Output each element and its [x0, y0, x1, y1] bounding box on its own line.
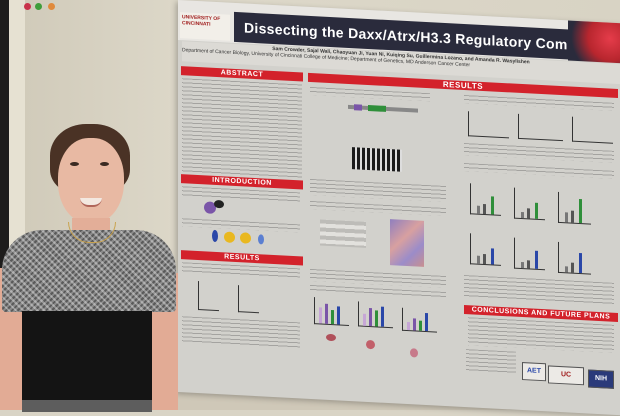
intro-cell-blue-2 — [258, 234, 264, 245]
pants — [22, 400, 152, 412]
logo-uc: UC — [548, 365, 584, 386]
fig-heatmap — [390, 219, 424, 267]
bar — [381, 306, 384, 327]
bar — [535, 202, 538, 219]
bar — [571, 262, 574, 273]
door-edge — [0, 0, 9, 410]
references-text — [466, 349, 516, 374]
university-logo: UNIVERSITY OF CINCINNATI — [180, 12, 230, 41]
right-eye — [100, 162, 109, 166]
fig3-green-chart-3 — [558, 191, 591, 225]
left-eye — [70, 162, 79, 166]
results-left-chart-1 — [198, 281, 219, 312]
fig2-bar-chart-3 — [402, 307, 437, 333]
bar — [319, 307, 322, 324]
fig3-text — [464, 274, 614, 305]
bar — [565, 212, 568, 223]
bar — [425, 312, 428, 332]
fig3-blue-chart-2 — [514, 237, 545, 271]
fridge-magnet-orange — [48, 3, 55, 10]
bar — [477, 205, 480, 214]
tissue-image-2 — [366, 339, 375, 350]
results-left-chart-2 — [238, 285, 259, 314]
tissue-image-1 — [326, 333, 336, 342]
bar — [477, 255, 480, 264]
fig1-text — [310, 178, 446, 203]
gene-domain-green — [368, 104, 386, 112]
fig2-line-plot-2 — [518, 113, 563, 142]
bar — [483, 253, 486, 265]
bar — [527, 208, 530, 219]
fig3-blue-chart-3 — [558, 241, 591, 275]
fig1b-caption — [310, 200, 446, 217]
introduction-text-2 — [182, 218, 300, 233]
fig1-western-blot — [352, 147, 402, 172]
bar — [413, 318, 416, 331]
fridge-magnet-green — [35, 3, 42, 10]
fig2-right-text — [464, 142, 614, 163]
bar — [331, 310, 334, 325]
introduction-text — [182, 186, 300, 203]
conclusions-text — [468, 317, 614, 353]
bar — [565, 266, 568, 273]
fridge-magnet-red — [24, 3, 31, 10]
research-poster: UNIVERSITY OF CINCINNATI Dissecting the … — [178, 0, 620, 416]
bar — [325, 303, 328, 324]
fig2-line-plot-1 — [468, 111, 509, 139]
bar — [375, 310, 378, 327]
fig3-caption — [464, 162, 614, 179]
bar — [419, 320, 422, 331]
shirt-patterned-top — [2, 230, 176, 312]
bar — [483, 203, 486, 215]
intro-cell-yellow-2 — [240, 232, 251, 244]
face — [58, 138, 124, 224]
fig3-blue-chart-1 — [470, 233, 501, 266]
intro-complex-diagram-2 — [214, 199, 224, 209]
smile — [80, 198, 102, 207]
bar — [491, 248, 494, 265]
bar — [521, 261, 524, 269]
fig2-bar-chart-1 — [314, 297, 349, 326]
results-left-text-2 — [182, 316, 300, 349]
fig2-right-caption — [464, 94, 614, 111]
bar — [407, 322, 410, 331]
bar — [579, 199, 582, 224]
bar — [571, 210, 574, 223]
fig3-green-chart-2 — [514, 187, 545, 221]
bar — [363, 313, 366, 326]
bar — [369, 308, 372, 327]
gene-domain-purple — [354, 104, 362, 111]
logo-text: UNIVERSITY OF CINCINNATI — [182, 14, 221, 28]
abstract-text — [182, 78, 302, 179]
fig1-gene-diagram — [348, 104, 418, 113]
logo-aet: AET — [522, 362, 546, 382]
bar — [527, 260, 530, 269]
bar — [337, 306, 340, 325]
intro-cell-yellow-1 — [224, 231, 235, 243]
fig2-bar-chart-2 — [358, 301, 393, 329]
fig-table — [320, 219, 366, 248]
bar — [521, 211, 524, 219]
results-left-text — [182, 262, 300, 279]
bar — [535, 250, 538, 269]
logo-nih: NIH — [588, 369, 614, 389]
intro-cell-blue — [212, 229, 218, 243]
person — [0, 118, 185, 412]
fig3-green-chart-1 — [470, 183, 501, 216]
header-graphic — [568, 20, 620, 65]
shirt-black-bottom — [22, 311, 152, 410]
bar — [579, 253, 582, 274]
fig1-caption — [310, 86, 430, 102]
tissue-image-3 — [410, 348, 418, 358]
bar — [491, 196, 494, 215]
fig2-line-plot-3 — [572, 116, 613, 144]
